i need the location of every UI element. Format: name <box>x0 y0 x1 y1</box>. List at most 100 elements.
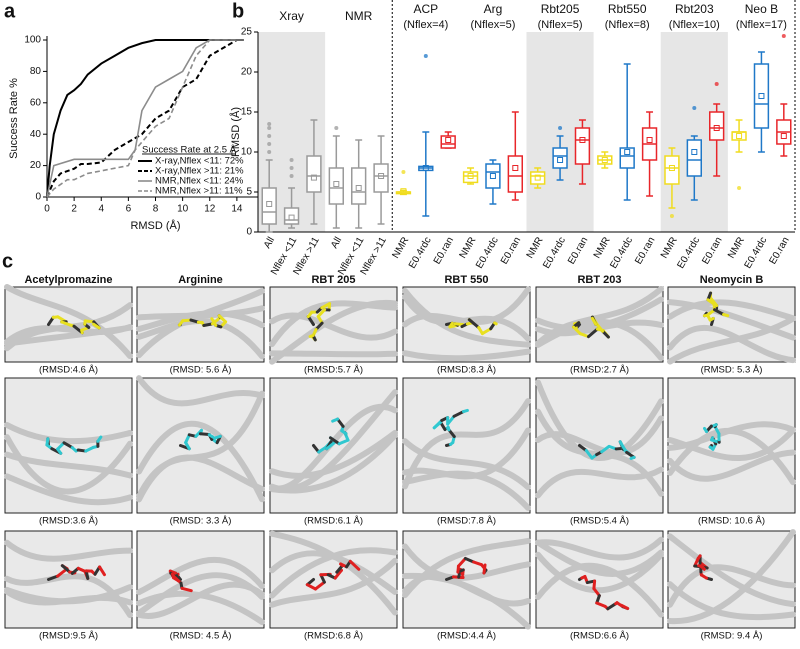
rna-ribbon <box>4 302 133 352</box>
y-tick-label: 20 <box>30 160 42 171</box>
rna-ribbon <box>136 305 265 321</box>
group-subtitle: (Nflex=4) <box>403 19 448 31</box>
box <box>530 171 546 185</box>
rmsd-caption: (RMSD:3.6 Å) <box>39 516 98 527</box>
column-header: Neomycin B <box>700 274 764 286</box>
rna-ribbon <box>402 470 531 511</box>
y-tick-label: 15 <box>241 107 253 118</box>
x-tick-label: 6 <box>126 204 132 215</box>
mean <box>333 181 340 187</box>
outlier <box>401 170 406 174</box>
structure-image <box>667 286 796 365</box>
group-subtitle: (Nflex=8) <box>605 19 650 31</box>
mean <box>601 157 608 163</box>
structure-image <box>667 377 796 514</box>
mean <box>288 214 295 221</box>
rna-ribbon <box>667 533 796 608</box>
rna-ribbon <box>667 427 796 486</box>
ligand-bond <box>619 603 630 611</box>
rna-ribbon <box>4 573 133 619</box>
column-header: RBT 203 <box>577 274 621 286</box>
x-axis-label: RMSD (Å) <box>130 219 180 232</box>
rmsd-caption: (RMSD:5.4 Å) <box>570 516 629 527</box>
rna-ribbon <box>402 348 531 362</box>
ligand-bond <box>606 602 618 611</box>
ligand-bond <box>708 296 719 308</box>
ligand-bond <box>60 564 72 574</box>
structure-image <box>269 286 398 365</box>
structure-image <box>136 286 265 363</box>
x-tick-label: NMR <box>525 235 546 260</box>
ligand-bond <box>92 322 101 330</box>
structure-image <box>4 284 133 363</box>
rna-ribbon <box>667 299 796 322</box>
legend-label: NMR,Nflex >11: 11% <box>155 186 243 197</box>
ligand-bond <box>713 308 726 317</box>
ligand-bond <box>482 563 487 575</box>
group-subtitle: (Nflex=10) <box>669 19 720 31</box>
legend-label: X-ray,Nflex <11: 72% <box>155 156 244 167</box>
y-tick-label: 60 <box>30 97 42 108</box>
structure-image <box>4 377 133 514</box>
outlier <box>267 126 272 130</box>
x-tick-label: NMR <box>458 235 479 260</box>
rna-ribbon <box>667 529 796 624</box>
ligand-bond <box>348 559 361 571</box>
ligand-bond <box>446 414 456 426</box>
outlier <box>669 214 674 218</box>
y-tick-label: 80 <box>30 66 42 77</box>
outlier <box>423 54 428 58</box>
x-tick-label: E0.ran <box>700 235 724 266</box>
y-tick-label: 0 <box>35 192 41 203</box>
structure-image <box>535 285 664 363</box>
rna-ribbon <box>535 536 664 561</box>
x-tick-label: E0.ran <box>499 235 523 266</box>
structure-image <box>402 530 531 630</box>
rna-ribbon <box>535 539 664 577</box>
group-name: Xray <box>279 9 304 23</box>
outlier <box>781 34 786 38</box>
ligand-bond <box>98 565 106 577</box>
box <box>485 163 501 189</box>
data-line <box>46 39 237 198</box>
rmsd-caption: (RMSD: 5.3 Å) <box>701 365 763 376</box>
rmsd-caption: (RMSD: 3.3 Å) <box>170 516 232 527</box>
rna-ribbon <box>667 581 796 621</box>
y-tick-label: 5 <box>246 187 252 198</box>
rna-ribbon <box>402 438 531 491</box>
rmsd-caption: (RMSD:4.4 Å) <box>437 631 496 642</box>
group-name: NMR <box>345 9 373 23</box>
box <box>753 63 770 129</box>
structure-image <box>402 377 531 514</box>
structure-image <box>136 375 265 514</box>
mean <box>266 201 273 207</box>
rmsd-caption: (RMSD:4.6 Å) <box>39 365 98 376</box>
rna-ribbon <box>402 572 531 630</box>
panel-label: c <box>2 250 13 272</box>
box <box>306 155 322 193</box>
mean <box>467 173 474 179</box>
rna-ribbon <box>269 432 398 494</box>
data-line <box>46 39 244 198</box>
ligand-bond <box>697 564 704 569</box>
mean <box>512 165 519 171</box>
rmsd-caption: (RMSD: 10.6 Å) <box>698 516 765 527</box>
x-tick-label: All <box>329 235 344 250</box>
ligand-bond <box>452 410 466 418</box>
structure-image <box>4 530 133 629</box>
rna-ribbon <box>136 590 265 626</box>
ligand-bond <box>456 556 467 568</box>
x-tick-label: 2 <box>71 204 77 215</box>
x-tick-label: NMR <box>390 235 411 260</box>
box <box>507 155 523 193</box>
mean <box>780 133 787 139</box>
group-name: ACP <box>413 2 438 16</box>
x-tick-label: 12 <box>204 204 216 215</box>
rna-ribbon <box>4 588 133 606</box>
column-header: RBT 550 <box>444 274 488 286</box>
rmsd-caption: (RMSD:8.3 Å) <box>437 365 496 376</box>
rmsd-caption: (RMSD: 9.4 Å) <box>701 631 763 642</box>
mean <box>713 125 720 131</box>
column-header: Arginine <box>178 274 223 286</box>
